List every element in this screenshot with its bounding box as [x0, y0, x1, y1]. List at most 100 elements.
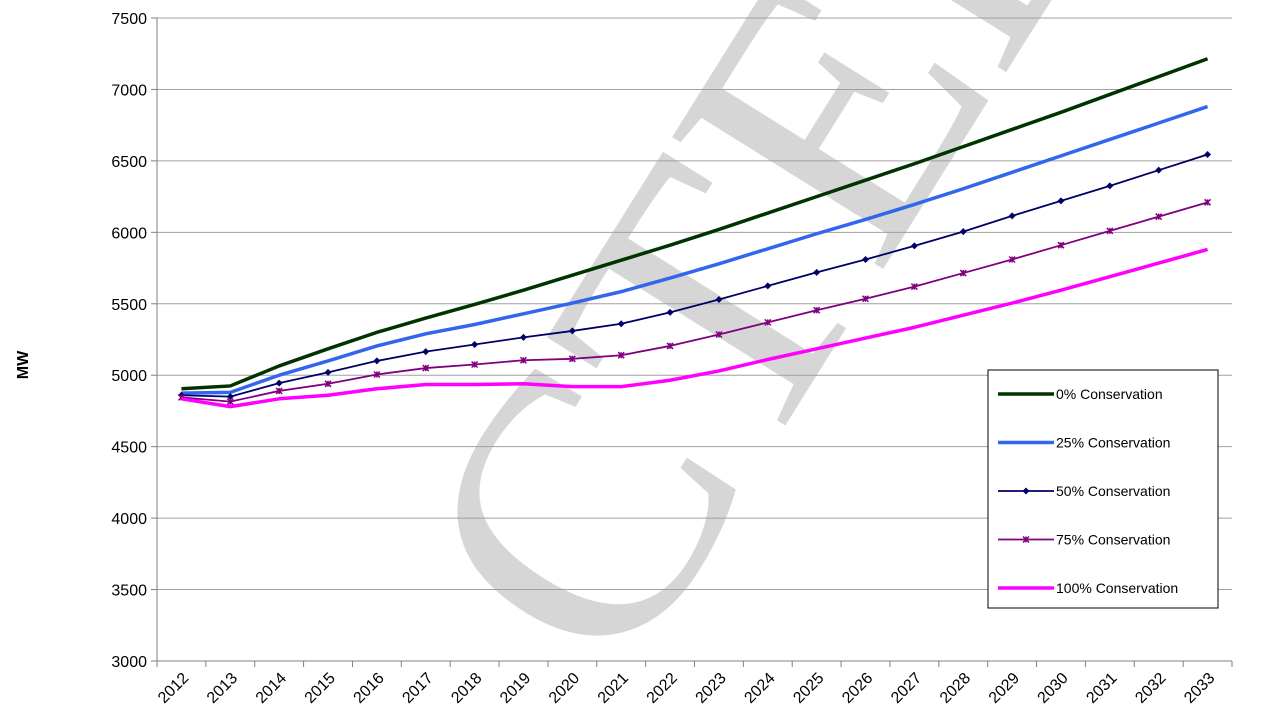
data-point	[959, 269, 967, 277]
y-tick-label: 7500	[111, 11, 147, 28]
series-line	[181, 104, 1209, 395]
x-tick-label: 2024	[741, 670, 778, 707]
x-tick-label: 2030	[1035, 670, 1072, 707]
svg-text:CTED: CTED	[333, 0, 1216, 723]
legend-item: 100% Conservation	[998, 580, 1178, 596]
legend-label: 100% Conservation	[1056, 580, 1178, 596]
data-point	[959, 228, 967, 236]
data-point	[1057, 197, 1065, 205]
x-tick-label: 2020	[546, 670, 583, 707]
data-point	[1106, 227, 1114, 235]
y-tick-label: 6500	[111, 154, 147, 171]
data-point	[519, 333, 527, 341]
x-tick-label: 2026	[839, 670, 876, 707]
legend-marker	[1022, 487, 1030, 495]
x-tick-label: 2028	[937, 670, 974, 707]
data-point	[422, 364, 430, 372]
data-point	[324, 380, 332, 388]
data-point	[275, 379, 283, 387]
data-point	[1204, 150, 1212, 158]
data-point	[764, 282, 772, 290]
data-point	[226, 398, 234, 406]
x-tick-label: 2027	[888, 670, 925, 707]
x-tick-label: 2018	[448, 670, 485, 707]
series-line	[181, 153, 1208, 398]
x-tick-label: 2017	[399, 670, 436, 707]
data-point	[715, 330, 723, 339]
series-2	[177, 150, 1212, 401]
legend-item: 50% Conservation	[998, 483, 1170, 499]
x-tick-label: 2031	[1083, 670, 1120, 707]
y-tick-label: 5500	[111, 297, 147, 314]
y-tick-label: 4000	[111, 511, 147, 528]
data-point	[715, 295, 723, 303]
data-point	[910, 283, 918, 291]
data-point	[519, 356, 528, 364]
data-point	[666, 308, 674, 316]
legend-label: 0% Conservation	[1056, 386, 1163, 402]
data-point	[1155, 166, 1163, 174]
data-point	[471, 341, 479, 349]
series-line	[181, 57, 1209, 391]
y-tick-label: 3500	[111, 583, 147, 600]
data-point	[568, 327, 576, 335]
data-point	[568, 355, 576, 363]
data-point	[861, 295, 870, 303]
data-point	[422, 348, 430, 356]
legend: 0% Conservation 25% Conservation 50% Conse…	[987, 369, 1219, 609]
legend-marker	[1022, 535, 1030, 544]
axes	[151, 17, 1233, 667]
series-4	[181, 247, 1209, 409]
legend-item: 75% Conservation	[998, 532, 1170, 548]
data-point	[1008, 212, 1016, 220]
y-tick-label: 5000	[111, 368, 147, 385]
data-point	[813, 268, 821, 276]
x-tick-label: 2014	[253, 670, 290, 707]
data-point	[813, 306, 821, 314]
series-3	[177, 198, 1212, 406]
series-0	[181, 57, 1209, 391]
series-line	[181, 201, 1208, 403]
data-point	[617, 320, 625, 328]
data-point	[471, 360, 479, 369]
data-point	[275, 387, 283, 395]
data-point	[666, 342, 674, 350]
y-tick-label: 3000	[111, 654, 147, 671]
data-point	[1057, 241, 1065, 249]
data-point	[373, 370, 381, 379]
data-point	[1008, 255, 1016, 264]
y-axis-label: MW	[15, 350, 32, 379]
data-point	[226, 393, 234, 401]
x-tick-label: 2025	[790, 670, 827, 707]
data-point	[1106, 182, 1114, 190]
data-point	[764, 318, 772, 326]
y-tick-labels: 3000 3500 4000 4500 5000 5500 6000 6500 7000 7500	[111, 11, 147, 671]
data-point	[1204, 198, 1212, 206]
data-point	[324, 368, 332, 376]
x-tick-label: 2015	[302, 670, 339, 707]
x-tick-label: 2033	[1181, 670, 1218, 707]
x-tick-label: 2013	[204, 670, 241, 707]
legend-label: 25% Conservation	[1056, 435, 1170, 451]
legend-item: 0% Conservation	[998, 386, 1163, 402]
data-point	[617, 351, 625, 359]
x-tick-label: 2029	[986, 670, 1023, 707]
data-point	[1155, 213, 1163, 221]
x-tick-label: 2016	[351, 670, 388, 707]
data-point	[862, 255, 870, 263]
series-lines	[177, 57, 1212, 409]
x-tick-label: 2032	[1132, 670, 1169, 707]
x-tick-label: 2019	[497, 670, 534, 707]
y-tick-label: 7000	[111, 82, 147, 99]
watermark: CTED	[333, 0, 1216, 723]
legend-label: 50% Conservation	[1056, 483, 1170, 499]
y-tick-label: 6000	[111, 225, 147, 242]
series-1	[181, 104, 1209, 395]
gridlines	[157, 17, 1232, 591]
y-tick-label: 4500	[111, 440, 147, 457]
data-point	[373, 357, 381, 365]
x-tick-label: 2012	[155, 670, 192, 707]
series-line	[181, 247, 1209, 409]
legend-item: 25% Conservation	[998, 435, 1170, 451]
